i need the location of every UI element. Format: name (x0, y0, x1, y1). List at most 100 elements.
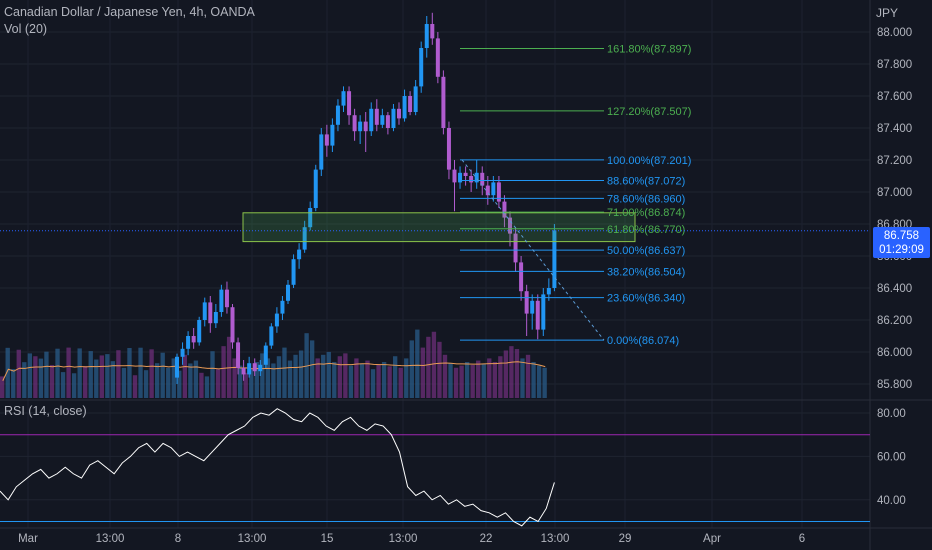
last-price-tag: 86.758 01:29:09 (873, 227, 930, 258)
volume-bar (260, 353, 265, 398)
candle-body (435, 38, 440, 77)
volume-bar (22, 362, 27, 398)
candle-body (302, 227, 307, 250)
grid-lines (0, 0, 870, 528)
candle-body (413, 86, 418, 112)
candle-body (469, 176, 474, 183)
volume-bar (177, 370, 182, 398)
volume-bar (243, 372, 248, 398)
candle-body (324, 134, 329, 146)
candle-body (358, 121, 363, 132)
volume-bar (404, 358, 409, 398)
fib-level-label: 161.80%(87.897) (607, 43, 691, 55)
fib-level-label: 88.60%(87.072) (607, 175, 685, 187)
volume-bar (271, 363, 276, 398)
candle-body (535, 300, 540, 330)
candle-body (419, 48, 424, 87)
candle-body (241, 368, 246, 375)
volume-bar (55, 348, 60, 398)
time-tick-label: 29 (619, 533, 632, 545)
rsi-legend[interactable]: RSI (14, close) (4, 404, 87, 418)
candle-body (258, 364, 263, 372)
candle-body (408, 96, 413, 112)
symbol-title[interactable]: Canadian Dollar / Japanese Yen, 4h, OAND… (4, 5, 255, 19)
volume-bar (293, 354, 298, 398)
volume-bar (94, 359, 99, 398)
volume-bar (381, 362, 387, 398)
fib-level-label: 61.80%(86.770) (607, 224, 685, 236)
volume-bar (337, 356, 342, 398)
volume-bar (315, 358, 320, 398)
volume-bar (44, 351, 49, 398)
volume-bar (27, 353, 33, 398)
volume-legend[interactable]: Vol (20) (4, 22, 48, 36)
candle-body (341, 91, 346, 106)
candle-body (474, 172, 479, 183)
candle-body (230, 307, 235, 343)
volume-bar (127, 348, 132, 398)
resistance-zone (242, 212, 636, 243)
volume-bar (71, 373, 77, 398)
price-tick-label: 86.200 (877, 315, 912, 327)
candle-body (369, 108, 374, 132)
volume-bar (464, 362, 470, 398)
volume-bar (326, 351, 331, 398)
volume-bar (387, 366, 392, 398)
candle-body (208, 302, 213, 324)
volume-bar (16, 349, 21, 398)
time-tick-label: Apr (703, 533, 721, 545)
currency-label[interactable]: JPY (876, 6, 899, 20)
volume-bar (238, 365, 243, 398)
volume-bar (110, 361, 116, 398)
volume-bar (49, 364, 55, 398)
candle-body (175, 356, 179, 378)
volume-bar (343, 353, 348, 398)
volume-bar (487, 358, 492, 398)
candle-body (513, 233, 518, 263)
volume-bar (536, 365, 542, 398)
candle-body (319, 134, 324, 170)
volume-bar (498, 356, 503, 398)
candle-body (391, 108, 396, 128)
time-tick-label: 13:00 (96, 533, 125, 545)
fib-level-label: 23.60%(86.340) (607, 293, 685, 305)
candle-body (280, 300, 285, 314)
volume-bar (143, 370, 149, 398)
rsi-pane (0, 408, 870, 527)
candle-body (247, 363, 252, 375)
volume-bar (525, 354, 531, 398)
volume-bar (514, 349, 520, 398)
volume-bar (520, 358, 525, 398)
candle-body (197, 320, 202, 343)
time-tick-label: 13:00 (541, 533, 570, 545)
volume-bar (420, 347, 426, 398)
volume-bar (199, 372, 204, 398)
candle-body (530, 300, 535, 314)
candle-body (347, 91, 352, 116)
candle-body (496, 182, 501, 202)
candle-body (452, 169, 457, 183)
volume-bar (249, 369, 254, 398)
drawing-overlays[interactable]: 161.80%(87.897) 127.20%(87.507) 100.00%(87… (0, 43, 870, 347)
volume-bar (448, 363, 453, 398)
volume-bar (171, 358, 176, 398)
price-tick-label: 87.800 (877, 59, 912, 71)
candle-body (374, 108, 379, 125)
volume-bar (365, 360, 370, 398)
volume-bar (215, 369, 221, 398)
axis-labels: 88.00087.80087.60087.40087.20087.00086.8… (18, 27, 912, 545)
candle-body (274, 313, 279, 327)
volume-bar (287, 360, 293, 398)
candle-body (502, 201, 507, 218)
volume-bar (431, 331, 437, 398)
volume-bar (182, 354, 188, 398)
candle-body (402, 96, 407, 119)
time-tick-label: 6 (799, 533, 805, 545)
bar-countdown: 01:29:09 (879, 244, 924, 256)
volume-bar (149, 349, 154, 398)
candle-body (191, 336, 196, 343)
fib-level-label: 71.00%(86.874) (607, 207, 685, 219)
candle-body (308, 208, 313, 228)
